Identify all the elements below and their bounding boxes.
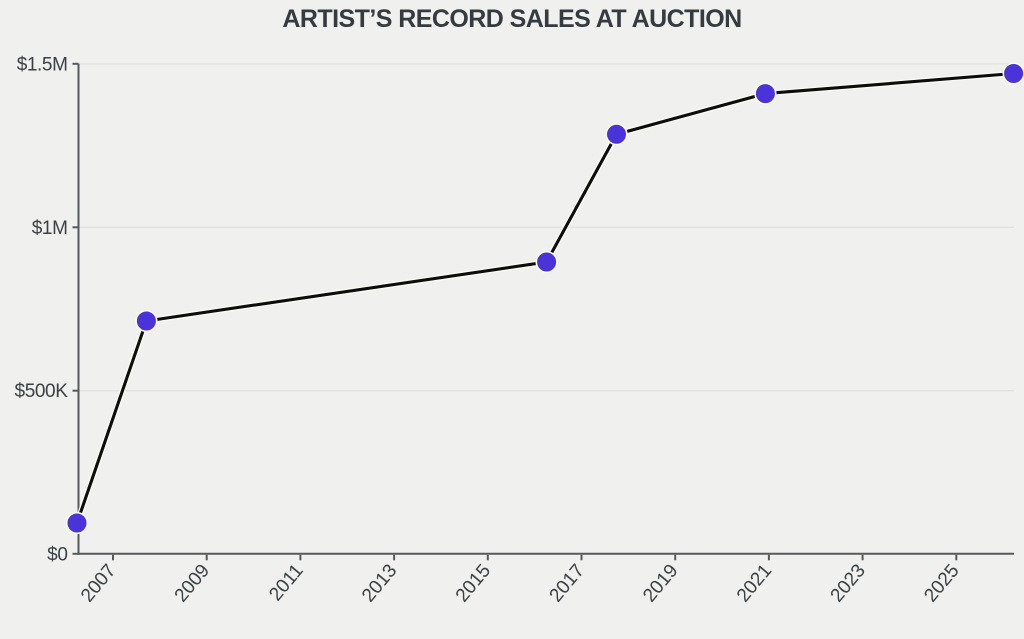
svg-text:$0: $0 (47, 544, 67, 565)
svg-text:$500K: $500K (15, 381, 69, 402)
svg-text:ARTIST’S RECORD SALES AT AUCTI: ARTIST’S RECORD SALES AT AUCTION (282, 5, 741, 33)
svg-text:$1M: $1M (32, 218, 68, 239)
svg-text:$1.5M: $1.5M (17, 54, 68, 75)
